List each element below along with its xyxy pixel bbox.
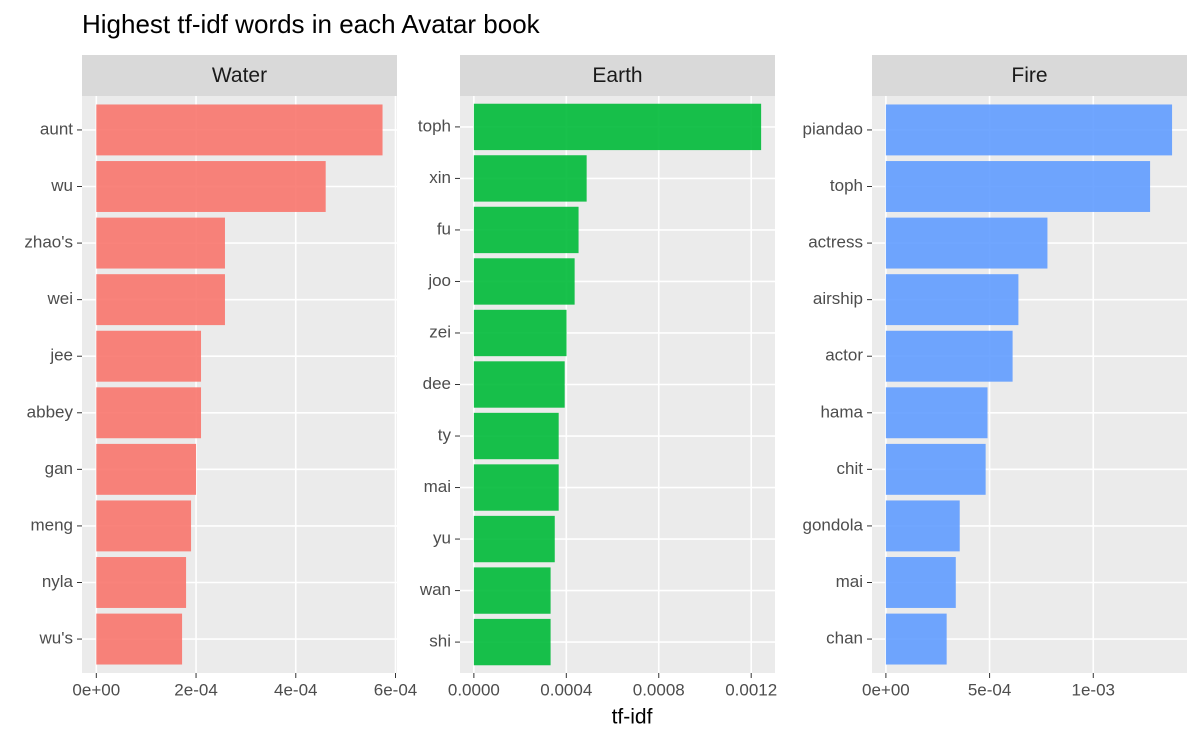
bar bbox=[473, 103, 762, 151]
bar bbox=[473, 155, 587, 202]
y-tick-label: toph bbox=[830, 176, 863, 195]
bar bbox=[885, 613, 947, 665]
strip bbox=[872, 55, 1187, 96]
x-tick-label: 0.0012 bbox=[725, 680, 777, 699]
y-tick-label: joo bbox=[427, 271, 451, 290]
bar bbox=[96, 161, 326, 212]
strip bbox=[82, 55, 397, 96]
y-tick-label: wan bbox=[419, 580, 451, 599]
bar bbox=[96, 613, 183, 665]
bar bbox=[473, 206, 579, 254]
x-tick-label: 4e-04 bbox=[274, 680, 317, 699]
x-tick-label: 0e+00 bbox=[72, 680, 120, 699]
y-tick-label: chit bbox=[837, 459, 864, 478]
bar bbox=[473, 618, 551, 666]
bar bbox=[96, 387, 202, 439]
y-tick-label: gan bbox=[45, 459, 73, 478]
y-tick-label: wei bbox=[46, 289, 73, 308]
y-tick-label: abbey bbox=[27, 402, 74, 421]
y-tick-label: jee bbox=[49, 346, 73, 365]
bar bbox=[885, 387, 988, 439]
y-tick-label: airship bbox=[813, 289, 863, 308]
bar bbox=[885, 161, 1151, 212]
y-tick-label: hama bbox=[820, 402, 863, 421]
y-tick-label: zhao's bbox=[24, 233, 73, 252]
bar bbox=[96, 217, 225, 269]
y-tick-label: mai bbox=[424, 477, 451, 496]
bar bbox=[885, 274, 1019, 326]
y-tick-label: actress bbox=[808, 233, 863, 252]
x-axis-title: tf-idf bbox=[612, 706, 653, 729]
y-tick-label: actor bbox=[825, 346, 863, 365]
bar bbox=[473, 361, 565, 408]
y-tick-label: ty bbox=[438, 426, 452, 445]
y-tick-label: meng bbox=[30, 515, 73, 534]
strip bbox=[460, 55, 775, 96]
bar bbox=[885, 104, 1173, 156]
bar bbox=[96, 330, 202, 382]
bar bbox=[473, 515, 555, 563]
y-tick-label: xin bbox=[429, 168, 451, 187]
y-tick-label: wu bbox=[50, 176, 73, 195]
x-tick-label: 0e+00 bbox=[862, 680, 910, 699]
y-tick-label: gondola bbox=[802, 515, 863, 534]
y-tick-label: aunt bbox=[40, 119, 73, 138]
y-tick-label: zei bbox=[429, 322, 451, 341]
bar bbox=[96, 274, 225, 326]
x-tick-label: 6e-04 bbox=[374, 680, 417, 699]
chart-title: Highest tf-idf words in each Avatar book bbox=[82, 9, 541, 39]
y-tick-label: nyla bbox=[42, 572, 74, 591]
bar bbox=[96, 557, 187, 608]
y-tick-label: piandao bbox=[802, 119, 863, 138]
y-tick-label: toph bbox=[418, 116, 451, 135]
x-tick-label: 5e-04 bbox=[968, 680, 1011, 699]
bar bbox=[885, 500, 960, 552]
y-tick-label: shi bbox=[429, 632, 451, 651]
y-tick-label: fu bbox=[437, 219, 451, 238]
bar bbox=[473, 309, 567, 357]
y-tick-label: chan bbox=[826, 629, 863, 648]
y-tick-label: mai bbox=[836, 572, 863, 591]
x-tick-label: 2e-04 bbox=[174, 680, 217, 699]
x-tick-label: 1e-03 bbox=[1072, 680, 1115, 699]
y-tick-label: yu bbox=[433, 529, 451, 548]
bar bbox=[885, 330, 1013, 382]
bar bbox=[885, 443, 986, 495]
x-tick-label: 0.0000 bbox=[448, 680, 500, 699]
strip-label: Earth bbox=[592, 64, 642, 87]
bar bbox=[885, 217, 1048, 269]
bar bbox=[473, 412, 559, 460]
bar bbox=[96, 443, 197, 495]
y-tick-label: dee bbox=[423, 374, 451, 393]
bar bbox=[885, 557, 956, 608]
bar bbox=[473, 567, 551, 614]
bar bbox=[96, 104, 383, 156]
strip-label: Water bbox=[212, 64, 267, 87]
x-tick-label: 0.0004 bbox=[540, 680, 592, 699]
bar bbox=[96, 500, 192, 552]
bar bbox=[473, 258, 575, 305]
bar bbox=[473, 464, 559, 511]
x-tick-label: 0.0008 bbox=[633, 680, 685, 699]
y-tick-label: wu's bbox=[39, 629, 73, 648]
strip-label: Fire bbox=[1011, 64, 1047, 87]
